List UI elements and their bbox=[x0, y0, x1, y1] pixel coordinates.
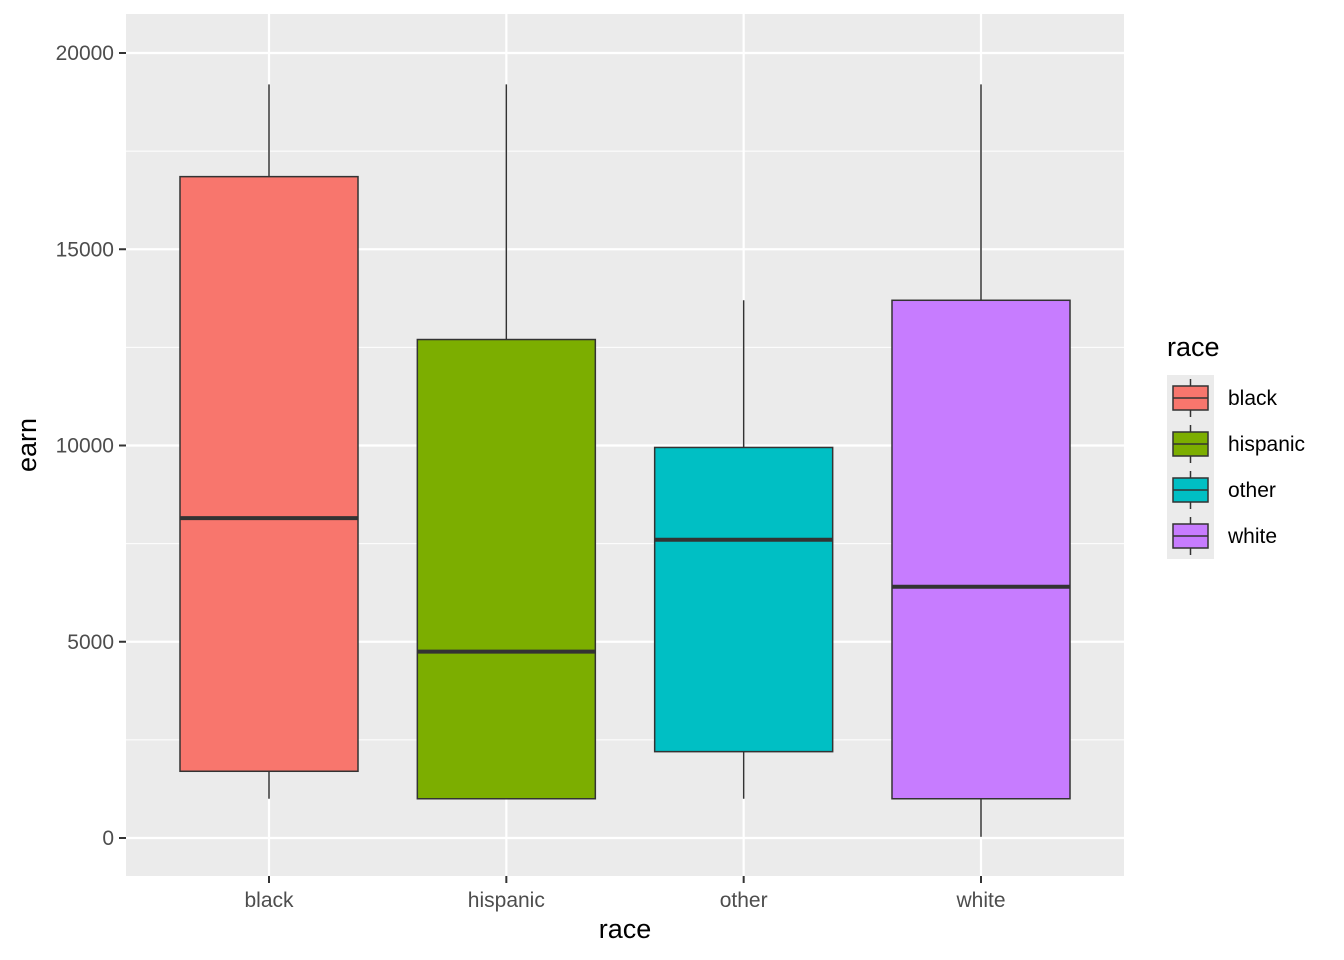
x-axis: black hispanic other white bbox=[244, 876, 1006, 912]
box-hispanic bbox=[416, 84, 597, 800]
legend-item-white: white bbox=[1167, 513, 1277, 559]
x-tick-label: black bbox=[244, 889, 294, 912]
legend-item-other: other bbox=[1167, 467, 1276, 513]
box-white bbox=[891, 84, 1071, 837]
box-body bbox=[416, 338, 597, 800]
boxes bbox=[179, 84, 1071, 837]
box-body bbox=[653, 446, 834, 753]
box-body bbox=[179, 175, 359, 773]
legend-label: other bbox=[1228, 479, 1276, 502]
x-tick-label: other bbox=[720, 889, 768, 912]
y-axis: 0 5000 10000 15000 20000 bbox=[56, 42, 126, 850]
legend-label: white bbox=[1227, 525, 1277, 548]
y-axis-title: earn bbox=[12, 418, 42, 472]
legend-title: race bbox=[1167, 332, 1220, 362]
box-black bbox=[179, 84, 359, 799]
x-tick-label: white bbox=[955, 889, 1005, 912]
legend: black hispanic other white bbox=[1167, 375, 1305, 559]
x-axis-title: race bbox=[599, 914, 652, 944]
y-tick-label: 20000 bbox=[56, 42, 114, 65]
y-tick-label: 5000 bbox=[67, 631, 114, 654]
legend-item-hispanic: hispanic bbox=[1167, 421, 1305, 467]
box-other bbox=[653, 300, 834, 799]
legend-label: black bbox=[1228, 387, 1278, 410]
y-tick-label: 15000 bbox=[56, 238, 114, 261]
y-tick-label: 10000 bbox=[56, 435, 114, 458]
legend-label: hispanic bbox=[1228, 433, 1305, 456]
legend-item-black: black bbox=[1167, 375, 1278, 421]
x-tick-label: hispanic bbox=[468, 889, 545, 912]
y-tick-label: 0 bbox=[102, 827, 114, 850]
box-body bbox=[891, 299, 1071, 800]
